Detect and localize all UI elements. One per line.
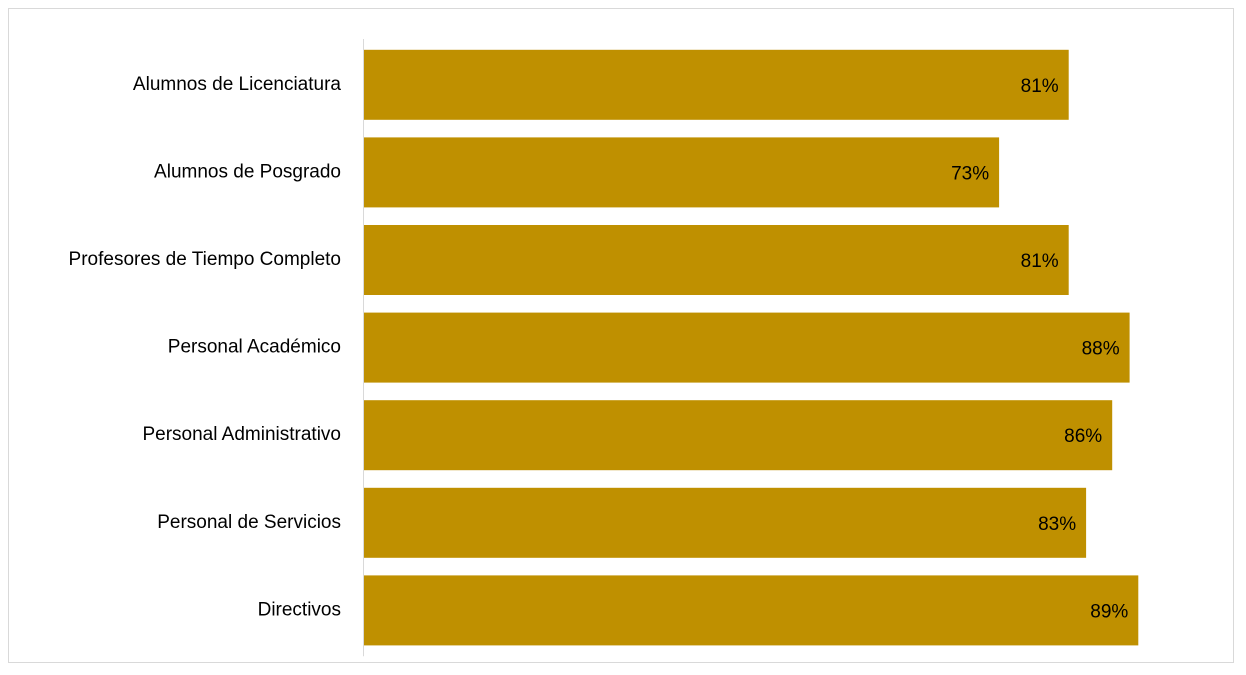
bar <box>364 487 1087 558</box>
value-label: 86% <box>1064 426 1102 447</box>
category-label: Alumnos de Licenciatura <box>133 74 341 95</box>
value-labels: 81% 73% 81% 88% 86% 83% 89% <box>951 76 1128 623</box>
value-label: 88% <box>1082 339 1120 360</box>
bar <box>364 400 1113 471</box>
category-label: Profesores de Tiempo Completo <box>69 249 341 270</box>
value-label: 73% <box>951 163 989 184</box>
bar <box>364 49 1069 120</box>
category-label: Personal Académico <box>168 337 341 358</box>
bar <box>364 225 1069 295</box>
bar <box>364 137 1000 208</box>
category-label: Personal de Servicios <box>157 512 341 533</box>
value-label: 83% <box>1038 514 1076 535</box>
chart-frame: Alumnos de Licenciatura Alumnos de Posgra… <box>8 8 1234 663</box>
value-label: 81% <box>1021 251 1059 272</box>
bar-chart: Alumnos de Licenciatura Alumnos de Posgra… <box>69 39 1139 657</box>
category-label: Directivos <box>258 599 341 620</box>
category-label: Alumnos de Posgrado <box>154 161 341 182</box>
category-label: Personal Administrativo <box>142 424 341 445</box>
bar <box>364 312 1130 383</box>
value-label: 89% <box>1090 601 1128 622</box>
bars-layer <box>364 49 1139 646</box>
bar <box>364 575 1139 646</box>
value-label: 81% <box>1021 76 1059 97</box>
category-labels: Alumnos de Licenciatura Alumnos de Posgra… <box>69 74 342 621</box>
